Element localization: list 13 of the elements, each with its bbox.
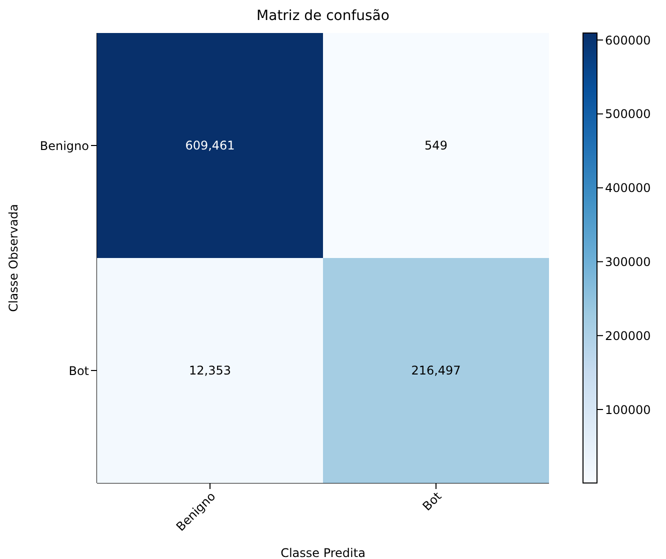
color-bar-label: 500000 (605, 107, 651, 122)
data-label: 609,461 (185, 138, 235, 152)
color-bar-label: 600000 (605, 33, 651, 48)
color-bar-label: 100000 (605, 402, 651, 417)
data-label: 216,497 (411, 364, 461, 378)
data-label: 12,353 (189, 364, 231, 378)
y-axis-title: Classe Observada (6, 204, 20, 312)
color-bar-label: 400000 (605, 181, 651, 196)
x-axis-title: Classe Predita (280, 546, 366, 559)
color-bar-label: 200000 (605, 328, 651, 343)
color-bar-label: 300000 (605, 254, 651, 269)
chart-title: Matriz de confusão (256, 8, 390, 24)
data-label: 549 (424, 138, 448, 152)
